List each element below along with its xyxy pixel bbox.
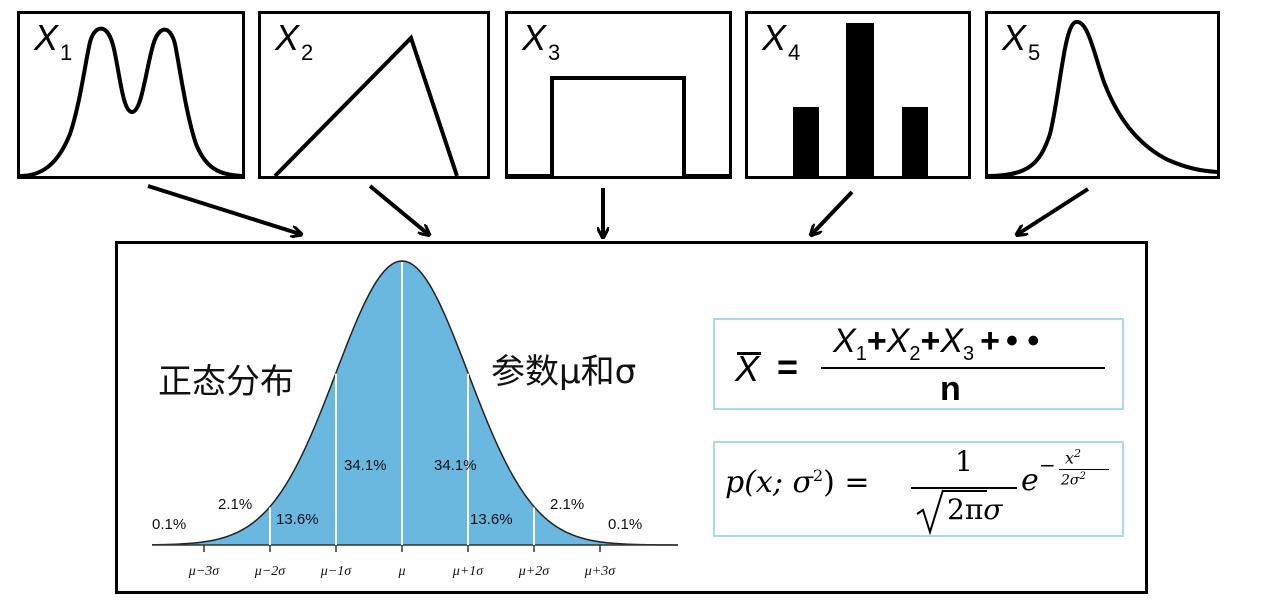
tick-label: μ−3σ: [188, 564, 220, 579]
percent-label: 2.1%: [550, 496, 584, 513]
tick-label: μ: [397, 564, 405, 579]
tick-label: μ−2σ: [254, 564, 286, 579]
percent-label: 0.1%: [152, 516, 186, 533]
panel-label: X1: [34, 17, 73, 65]
panel-x1: X1: [17, 11, 245, 179]
panel-x2: X2: [258, 11, 490, 179]
sigma-lines: [269, 262, 535, 545]
normal-distribution-box: 0.1% 2.1% 13.6% 34.1% 34.1% 13.6% 2.1% 0.1% μ−3…: [115, 241, 1148, 594]
radical-sign: [916, 489, 944, 536]
percent-label: 34.1%: [344, 457, 387, 474]
mean-denominator: n: [940, 370, 961, 408]
arrow-2: [368, 184, 428, 234]
mean-fraction-bar: [821, 367, 1105, 369]
uniform-curve: [508, 76, 729, 176]
pdf-radical-bar: [943, 490, 987, 492]
tick-labels: μ−3σ μ−2σ μ−1σ μ μ+1σ μ+2σ μ+3σ: [188, 564, 616, 579]
pdf-exp-sign: −: [1039, 453, 1056, 477]
normal-curve-chart: 0.1% 2.1% 13.6% 34.1% 34.1% 13.6% 2.1% 0.1% μ−3…: [151, 260, 678, 579]
percent-label: 34.1%: [434, 457, 477, 474]
arrow-1: [147, 184, 300, 234]
pdf-exp-den: 2σ2: [1061, 471, 1086, 489]
tick-label: μ−1σ: [320, 564, 352, 579]
triangle-curve: [273, 34, 459, 176]
panel-x5: X5: [985, 11, 1220, 179]
arrow-5: [1018, 187, 1090, 234]
mean-lhs: X: [735, 348, 761, 389]
percent-label: 13.6%: [276, 511, 319, 528]
pdf-exp-bar: [1059, 469, 1109, 470]
percent-labels: 0.1% 2.1% 13.6% 34.1% 34.1% 13.6% 2.1% 0.1%: [152, 457, 642, 533]
arrow-4: [812, 190, 854, 234]
percent-label: 0.1%: [608, 516, 642, 533]
pdf-denominator: 2πσ: [947, 493, 1003, 526]
tick-label: μ+3σ: [584, 564, 616, 579]
pdf-formula-box: p(x; σ2) = 1 2πσ e − x2 2σ2: [713, 441, 1124, 537]
pdf-lhs: p(x; σ2) =: [725, 465, 870, 500]
mean-numerator: X1+X2+X3 + • •: [833, 322, 1040, 365]
panel-label: X4: [762, 17, 801, 65]
pdf-fraction-bar: [911, 487, 1017, 489]
panel-label: X3: [522, 17, 561, 65]
panel-label: X2: [275, 17, 314, 65]
panel-x4: X4: [745, 11, 971, 179]
percent-label: 2.1%: [218, 496, 252, 513]
discrete-bars: [793, 23, 928, 176]
normal-distribution-title: 正态分布: [158, 362, 294, 402]
bar-center: [846, 23, 874, 176]
pdf-exp-base: e: [1021, 463, 1039, 498]
bell-outline: [151, 260, 678, 546]
tick-label: μ+2σ: [518, 564, 550, 579]
bimodal-curve: [20, 26, 242, 176]
skewed-curve: [988, 20, 1217, 176]
bar-right: [902, 107, 928, 176]
panel-label: X5: [1002, 17, 1041, 65]
percent-label: 13.6%: [470, 511, 513, 528]
pdf-exp-num: x2: [1065, 447, 1082, 468]
parameters-label: 参数μ和σ: [491, 352, 637, 392]
pdf-numerator: 1: [955, 445, 973, 478]
tick-label: μ+1σ: [452, 564, 484, 579]
bell-fill: [152, 261, 678, 545]
mean-equals: =: [777, 346, 799, 387]
x-bar-line: [737, 352, 761, 355]
panel-x3: X3: [505, 11, 732, 179]
tick-marks: [203, 545, 601, 552]
mean-formula-box: X = X1+X2+X3 + • • n: [713, 318, 1124, 410]
bar-left: [793, 107, 819, 176]
